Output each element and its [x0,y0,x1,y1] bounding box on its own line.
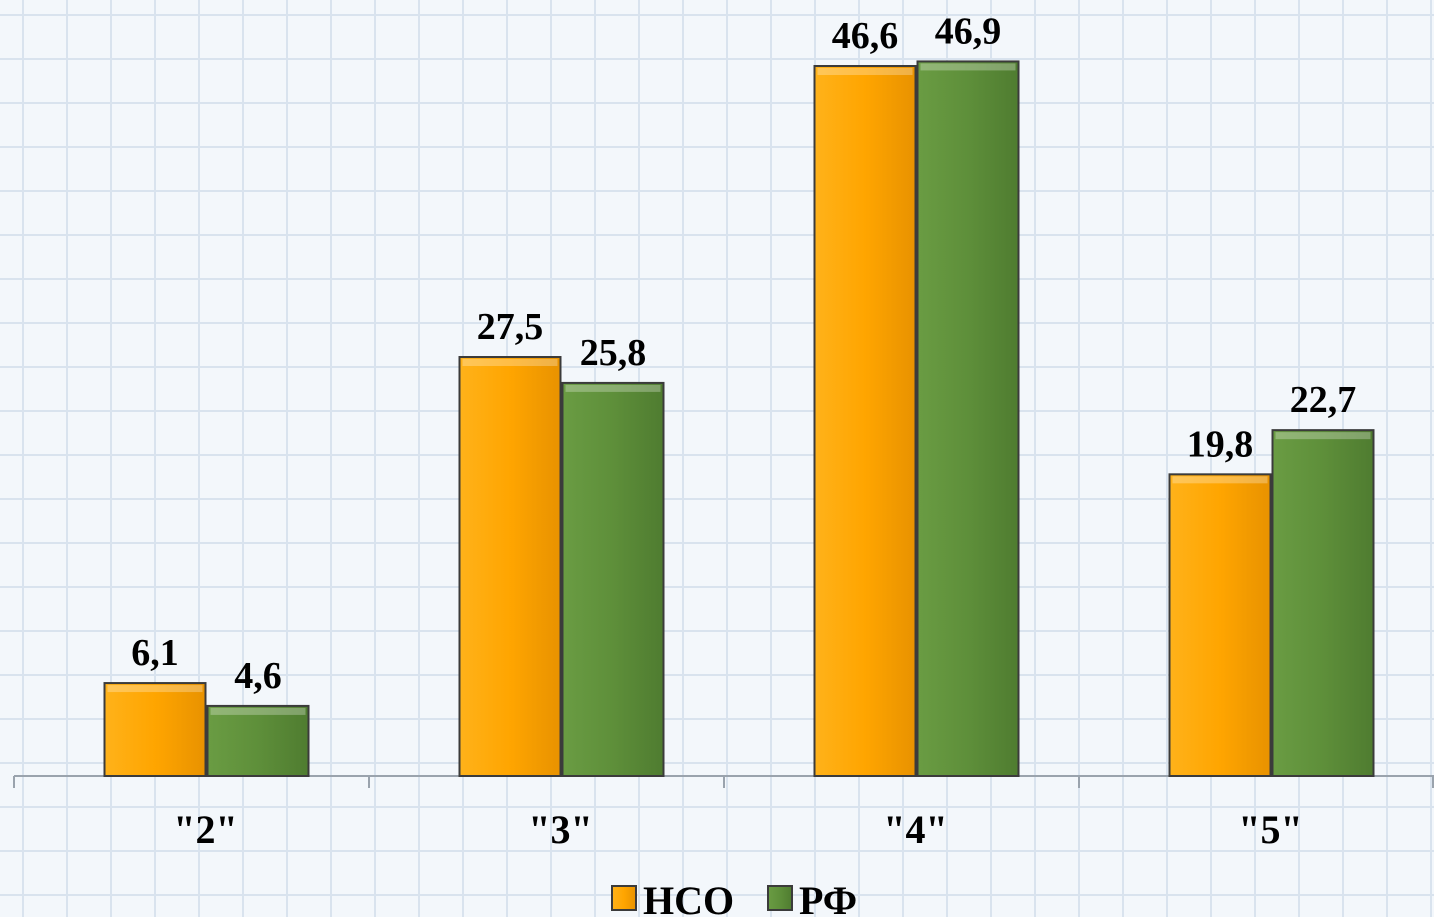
legend-label: НСО [643,878,734,917]
bar-rf-5 [1271,429,1375,777]
value-label: 22,7 [1290,379,1357,421]
category-label: "4" [883,807,947,852]
legend-swatch [767,885,793,911]
category-labels: "2" "3" "4" "5" [173,807,1302,852]
value-labels: 6,1 4,6 27,5 25,8 46,6 46,9 19,8 22,7 [131,10,1356,696]
bar-rf-3 [561,381,665,777]
category-label: "2" [173,807,237,852]
value-label: 19,8 [1187,423,1254,465]
value-label: 25,8 [580,332,647,374]
bar-nso-4 [813,65,917,777]
x-axis [13,775,1434,788]
value-label: 46,9 [935,10,1002,52]
bar-rf-2 [206,704,310,778]
bars [103,60,1375,778]
value-label: 46,6 [832,15,899,57]
bar-nso-2 [103,682,207,777]
legend: НСО РФ [611,878,857,917]
bar-rf-4 [916,60,1020,777]
category-label: "5" [1238,807,1302,852]
legend-item-nso: НСО [611,878,734,917]
bar-nso-3 [458,356,562,777]
value-label: 27,5 [477,306,544,348]
legend-item-rf: РФ [767,878,857,917]
legend-label: РФ [799,878,857,917]
bar-nso-5 [1168,473,1272,777]
value-label: 6,1 [131,632,179,674]
category-label: "3" [528,807,592,852]
legend-swatch [611,885,637,911]
value-label: 4,6 [234,655,282,697]
